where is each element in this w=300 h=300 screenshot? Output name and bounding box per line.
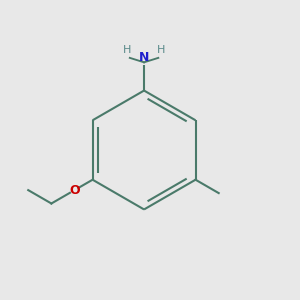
Text: H: H [157, 46, 166, 56]
Text: H: H [123, 46, 131, 56]
Text: O: O [69, 184, 80, 196]
Text: N: N [139, 51, 149, 64]
